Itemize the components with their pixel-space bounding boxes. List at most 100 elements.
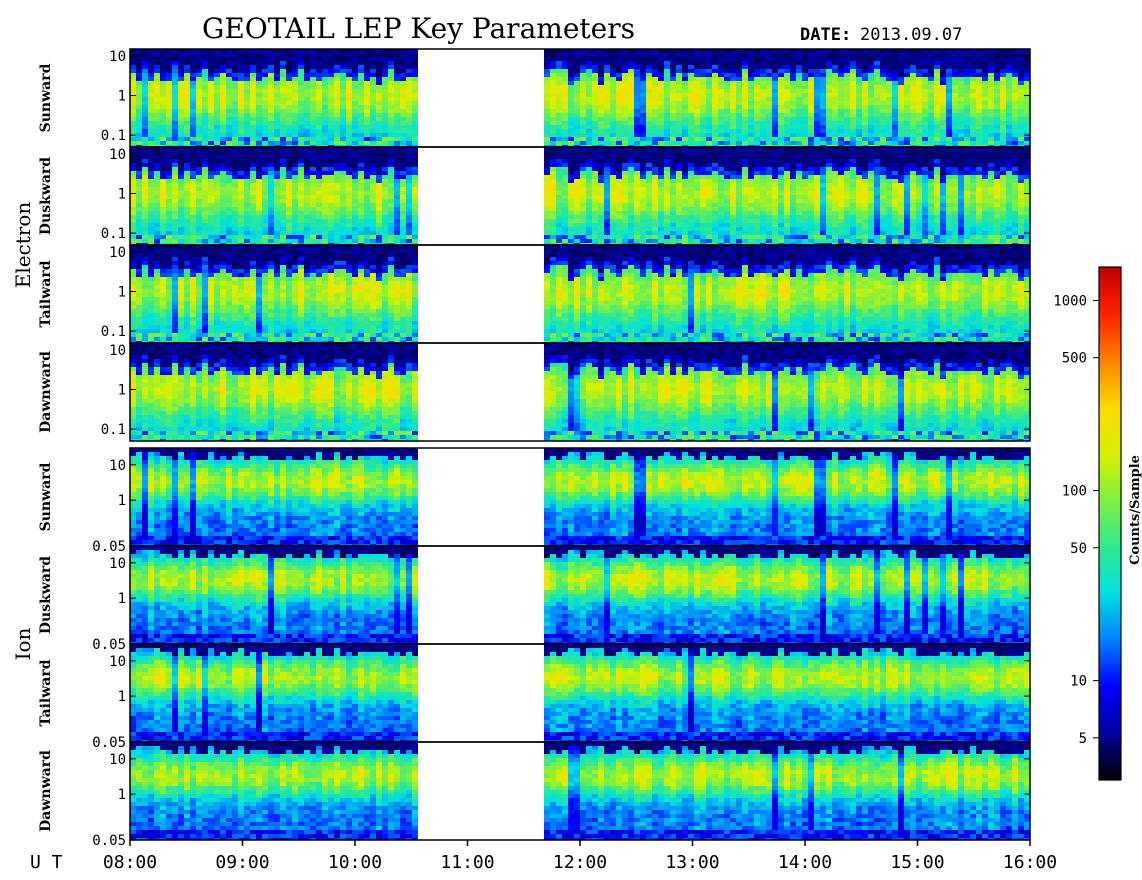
spectrogram-cell <box>754 49 760 53</box>
spectrogram-cell <box>346 171 352 175</box>
spectrogram-cell <box>934 77 940 81</box>
spectrogram-cell <box>808 133 814 137</box>
spectrogram-cell <box>598 155 604 159</box>
spectrogram-cell <box>880 137 886 141</box>
spectrogram-cell <box>634 65 640 69</box>
spectrogram-cell <box>622 147 628 151</box>
spectrogram-cell <box>598 211 604 215</box>
spectrogram-cell <box>352 81 358 85</box>
spectrogram-cell <box>226 159 232 163</box>
spectrogram-cell <box>238 81 244 85</box>
spectrogram-cell <box>790 101 796 105</box>
spectrogram-cell <box>640 85 646 89</box>
spectrogram-cell <box>160 117 166 121</box>
spectrogram-cell <box>238 69 244 73</box>
spectrogram-cell <box>712 53 718 57</box>
spectrogram-cell <box>922 89 928 93</box>
spectrogram-cell <box>250 97 256 101</box>
spectrogram-cell <box>334 93 340 97</box>
spectrogram-cell <box>922 101 928 105</box>
spectrogram-cell <box>382 105 388 109</box>
spectrogram-cell <box>340 231 346 235</box>
spectrogram-cell <box>586 163 592 167</box>
spectrogram-cell <box>802 105 808 109</box>
spectrogram-cell <box>226 113 232 117</box>
spectrogram-cell <box>598 113 604 117</box>
spectrogram-cell <box>670 101 676 105</box>
spectrogram-cell <box>886 121 892 125</box>
spectrogram-cell <box>214 129 220 133</box>
spectrogram-cell <box>286 215 292 219</box>
spectrogram-cell <box>550 61 556 65</box>
spectrogram-cell <box>562 215 568 219</box>
spectrogram-cell <box>592 195 598 199</box>
spectrogram-cell <box>958 121 964 125</box>
spectrogram-cell <box>634 163 640 167</box>
spectrogram-cell <box>736 121 742 125</box>
spectrogram-cell <box>652 121 658 125</box>
spectrogram-cell <box>310 137 316 141</box>
spectrogram-cell <box>232 129 238 133</box>
spectrogram-cell <box>412 53 418 57</box>
spectrogram-cell <box>658 231 664 235</box>
spectrogram-cell <box>382 207 388 211</box>
spectrogram-cell <box>256 69 262 73</box>
spectrogram-cell <box>340 89 346 93</box>
spectrogram-cell <box>232 141 238 145</box>
spectrogram-cell <box>1018 61 1024 65</box>
spectrogram-cell <box>286 109 292 113</box>
spectrogram-cell <box>376 195 382 199</box>
spectrogram-cell <box>544 61 550 65</box>
spectrogram-cell <box>130 203 136 207</box>
spectrogram-cell <box>928 73 934 77</box>
spectrogram-cell <box>328 97 334 101</box>
spectrogram-cell <box>310 155 316 159</box>
spectrogram-cell <box>580 243 586 245</box>
spectrogram-cell <box>400 203 406 207</box>
spectrogram-cell <box>610 145 616 147</box>
spectrogram-cell <box>868 109 874 113</box>
spectrogram-cell <box>304 175 310 179</box>
spectrogram-cell <box>820 145 826 147</box>
spectrogram-cell <box>718 105 724 109</box>
spectrogram-cell <box>166 187 172 191</box>
spectrogram-cell <box>226 187 232 191</box>
spectrogram-cell <box>604 203 610 207</box>
spectrogram-cell <box>664 243 670 245</box>
spectrogram-cell <box>778 101 784 105</box>
spectrogram-cell <box>646 129 652 133</box>
spectrogram-cell <box>664 69 670 73</box>
spectrogram-cell <box>610 167 616 171</box>
spectrogram-cell <box>136 61 142 65</box>
spectrogram-cell <box>622 163 628 167</box>
spectrogram-cell <box>220 77 226 81</box>
spectrogram-cell <box>268 145 274 147</box>
spectrogram-cell <box>274 101 280 105</box>
spectrogram-cell <box>412 77 418 81</box>
spectrogram-cell <box>298 121 304 125</box>
spectrogram-cell <box>274 211 280 215</box>
spectrogram-cell <box>820 69 826 73</box>
spectrogram-cell <box>256 223 262 227</box>
spectrogram-cell <box>604 141 610 145</box>
spectrogram-cell <box>190 223 196 227</box>
spectrogram-cell <box>778 69 784 73</box>
spectrogram-cell <box>340 163 346 167</box>
spectrogram-cell <box>772 97 778 101</box>
spectrogram-cell <box>778 109 784 113</box>
spectrogram-cell <box>706 141 712 145</box>
spectrogram-cell <box>910 145 916 147</box>
spectrogram-cell <box>826 133 832 137</box>
spectrogram-cell <box>346 235 352 239</box>
spectrogram-cell <box>616 235 622 239</box>
spectrogram-cell <box>172 89 178 93</box>
spectrogram-cell <box>340 235 346 239</box>
spectrogram-cell <box>202 243 208 245</box>
spectrogram-cell <box>550 211 556 215</box>
spectrogram-cell <box>226 133 232 137</box>
spectrogram-cell <box>544 147 550 151</box>
spectrogram-cell <box>196 231 202 235</box>
spectrogram-cell <box>994 117 1000 121</box>
spectrogram-cell <box>136 183 142 187</box>
spectrogram-cell <box>880 109 886 113</box>
